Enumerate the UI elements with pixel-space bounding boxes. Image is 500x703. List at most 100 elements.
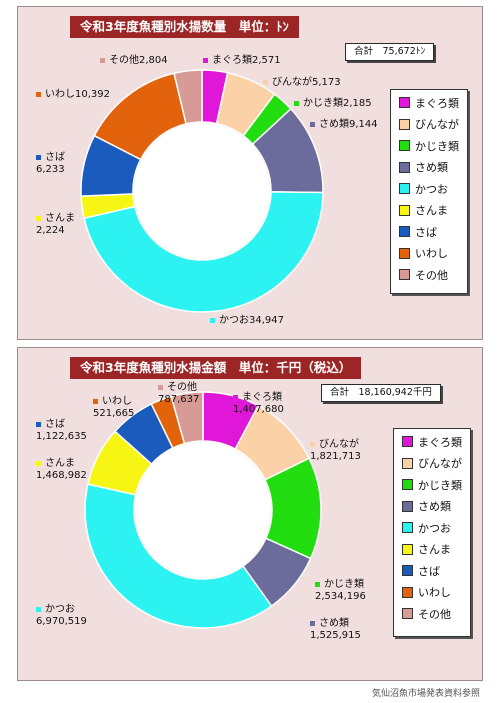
data-label-category: かじき類 <box>324 579 364 590</box>
legend-swatch <box>402 436 413 448</box>
data-label: さんま 2,224 <box>36 213 75 237</box>
legend-label: かつお <box>418 521 451 535</box>
legend-entry: びんなが <box>391 114 467 136</box>
donut-slice-9 <box>170 391 204 445</box>
donut-slice-9 <box>173 69 203 125</box>
legend-swatch <box>399 118 410 130</box>
legend-label: びんなが <box>418 457 462 471</box>
data-label-category: さんま <box>45 213 75 224</box>
data-label: さめ類 1,525,915 <box>310 618 361 642</box>
legend-label: さんま <box>418 543 451 557</box>
legend-label: まぐろ類 <box>415 96 459 110</box>
data-label-value: 1,468,982 <box>36 470 87 481</box>
data-label-marker <box>310 441 315 447</box>
data-label-value: 2,804 <box>139 55 168 66</box>
legend-entry: いわし <box>391 243 467 265</box>
legend-entry: さめ類 <box>391 157 467 179</box>
data-label-marker <box>158 384 163 390</box>
chart-panel-value: 令和3年度魚種別水揚金額 単位：千円（税込） 合計 18,160,942千円 ま… <box>17 347 483 681</box>
data-label-category: かつお <box>219 315 249 326</box>
legend-entry: まぐろ類 <box>391 92 467 114</box>
data-label-marker <box>210 317 215 323</box>
data-label-marker <box>36 154 41 160</box>
legend-swatch <box>399 226 410 238</box>
legend-entry: いわし <box>394 582 470 604</box>
legend-label: いわし <box>415 247 448 261</box>
legend-entry: さめ類 <box>394 496 470 518</box>
legend-label: かじき類 <box>418 478 462 492</box>
chart-title: 令和3年度魚種別水揚金額 単位：千円（税込） <box>70 357 362 379</box>
legend-swatch <box>399 183 410 195</box>
data-label-value: 34,947 <box>249 315 284 326</box>
data-label: かじき類2,185 <box>294 98 372 110</box>
legend-entry: かじき類 <box>391 135 467 157</box>
data-label-category: さば <box>45 419 65 430</box>
data-label-category: いわし <box>102 396 132 407</box>
data-label: まぐろ類2,571 <box>203 55 281 67</box>
data-label: さんま 1,468,982 <box>36 458 87 482</box>
data-label: いわし 521,665 <box>93 396 134 420</box>
data-label-value: 2,534,196 <box>315 591 366 602</box>
donut-hole <box>135 442 271 578</box>
data-label-category: まぐろ類 <box>212 55 252 66</box>
data-label-marker <box>294 100 299 106</box>
total-box: 合計 75,672ﾄﾝ <box>345 43 435 61</box>
total-box: 合計 18,160,942千円 <box>321 384 441 402</box>
data-label-value: 2,224 <box>36 225 65 236</box>
data-label-marker <box>315 581 320 587</box>
data-label-marker <box>310 121 315 127</box>
data-label: さば 6,233 <box>36 152 65 176</box>
legend-label: さめ類 <box>415 161 448 175</box>
legend-label: さば <box>418 564 440 578</box>
data-label-marker <box>310 620 315 626</box>
data-label-marker <box>100 57 105 63</box>
data-label: かじき類 2,534,196 <box>315 579 366 603</box>
legend-label: その他 <box>415 268 448 282</box>
legend-swatch <box>402 608 413 620</box>
data-label-value: 1,821,713 <box>310 451 361 462</box>
data-label: まぐろ類 1,407,680 <box>233 392 284 416</box>
data-label-marker <box>36 215 41 221</box>
legend-swatch <box>402 586 413 598</box>
data-label-value: 2,185 <box>343 98 372 109</box>
data-label-marker <box>36 460 41 466</box>
legend-entry: その他 <box>394 603 470 625</box>
data-label: かつお34,947 <box>210 315 284 327</box>
legend-swatch <box>402 500 413 512</box>
legend-entry: かつお <box>391 178 467 200</box>
legend-swatch <box>402 479 413 491</box>
data-label-marker <box>263 79 268 85</box>
data-label-category: さめ類 <box>319 119 349 130</box>
data-label-marker <box>36 606 41 612</box>
data-label-value: 6,970,519 <box>36 616 87 627</box>
chart-panel-quantity: 令和3年度魚種別水揚数量 単位：ﾄﾝ 合計 75,672ﾄﾝ まぐろ類2,571… <box>17 6 483 340</box>
legend-swatch <box>399 247 410 259</box>
data-label-value: 2,571 <box>252 55 281 66</box>
chart-legend: まぐろ類びんながかじき類さめ類かつおさんまさばいわし その他 <box>393 428 471 637</box>
legend-entry: まぐろ類 <box>394 431 470 453</box>
data-label-value: 521,665 <box>93 408 135 419</box>
data-label: かつお 6,970,519 <box>36 604 87 628</box>
legend-entry: さば <box>391 221 467 243</box>
data-label-value: 10,392 <box>75 89 110 100</box>
data-label-category: かじき類 <box>303 98 343 109</box>
data-label: その他 787,637 <box>158 382 199 406</box>
legend-entry: さんま <box>391 200 467 222</box>
legend-label: さんま <box>415 204 448 218</box>
chart-title: 令和3年度魚種別水揚数量 単位：ﾄﾝ <box>70 16 299 38</box>
data-label-value: 5,173 <box>312 77 341 88</box>
legend-entry: かじき類 <box>394 474 470 496</box>
legend-swatch <box>402 543 413 555</box>
data-label-marker <box>233 394 238 400</box>
data-label: いわし10,392 <box>36 89 110 101</box>
legend-entry: さんま <box>394 539 470 561</box>
data-label-category: まぐろ類 <box>242 392 282 403</box>
data-label-marker <box>203 57 208 63</box>
data-label-category: その他 <box>167 382 197 393</box>
data-label-category: さめ類 <box>319 618 349 629</box>
legend-swatch <box>399 269 410 281</box>
data-label: びんなが 1,821,713 <box>310 439 361 463</box>
legend-swatch <box>402 565 413 577</box>
legend-entry: さば <box>394 560 470 582</box>
legend-label: さば <box>415 225 437 239</box>
